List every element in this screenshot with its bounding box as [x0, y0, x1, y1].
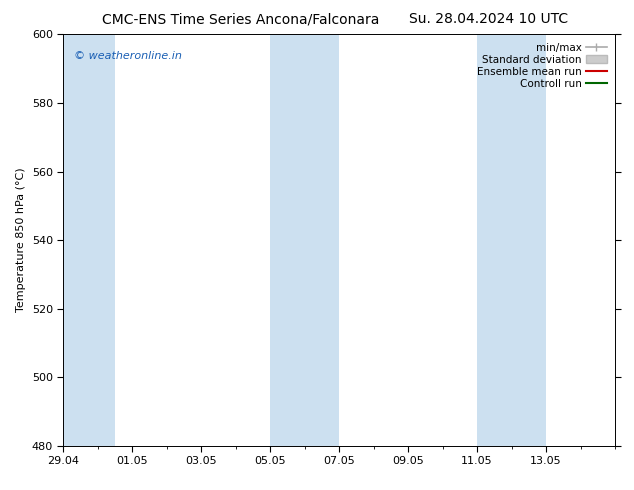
Bar [63, 34, 115, 446]
Y-axis label: Temperature 850 hPa (°C): Temperature 850 hPa (°C) [16, 168, 26, 313]
Text: © weatheronline.in: © weatheronline.in [74, 51, 183, 61]
Bar [270, 34, 339, 446]
Bar [477, 34, 546, 446]
Text: Su. 28.04.2024 10 UTC: Su. 28.04.2024 10 UTC [409, 12, 567, 26]
Legend: min/max, Standard deviation, Ensemble mean run, Controll run: min/max, Standard deviation, Ensemble me… [474, 40, 610, 92]
Text: CMC-ENS Time Series Ancona/Falconara: CMC-ENS Time Series Ancona/Falconara [102, 12, 380, 26]
